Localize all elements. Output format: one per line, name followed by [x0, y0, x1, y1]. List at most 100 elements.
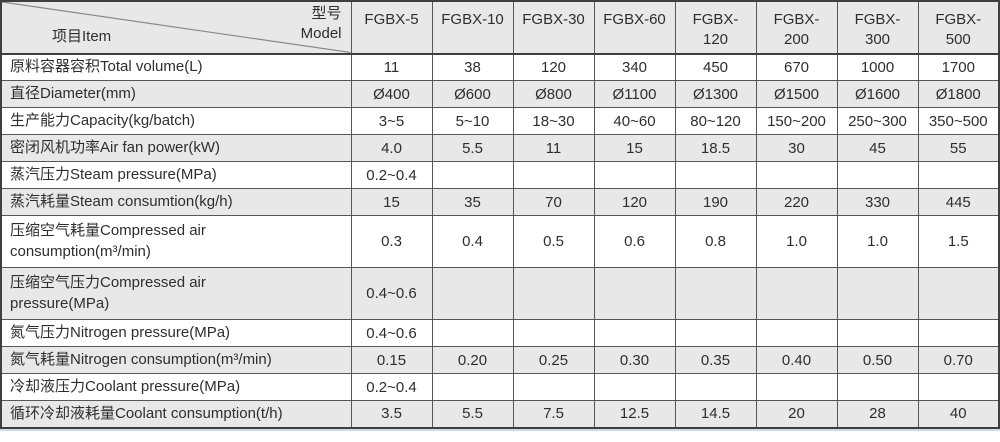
table-row: 密闭风机功率Air fan power(kW) 4.0 5.5 11 15 18.5 30 4… [0, 134, 1000, 162]
value-cell: 0.3 [350, 215, 433, 268]
value-cell [512, 373, 595, 401]
value-cell [512, 267, 595, 320]
value-cell [431, 267, 514, 320]
value-cell: Ø1500 [755, 80, 838, 108]
row-label: 蒸汽压力Steam pressure(MPa) [0, 161, 352, 189]
value-cell [674, 319, 757, 347]
table-row: 氮气耗量Nitrogen consumption(m³/min) 0.15 0.20… [0, 346, 1000, 374]
value-cell: 18~30 [512, 107, 595, 135]
value-cell: 28 [836, 400, 919, 428]
value-cell: 30 [755, 134, 838, 162]
value-cell: Ø1300 [674, 80, 757, 108]
value-cell: 70 [512, 188, 595, 216]
model-header-fgbx-200: FGBX- 200 [755, 0, 838, 55]
value-cell: Ø800 [512, 80, 595, 108]
value-cell: 1000 [836, 53, 919, 81]
table-row: 原料容器容积Total volume(L) 11 38 120 340 450 670 100… [0, 53, 1000, 81]
value-cell: 15 [350, 188, 433, 216]
table-row: 生产能力Capacity(kg/batch) 3~5 5~10 18~30 40~60 8… [0, 107, 1000, 135]
value-cell: 330 [836, 188, 919, 216]
value-cell: 150~200 [755, 107, 838, 135]
value-cell [755, 373, 838, 401]
value-cell [431, 373, 514, 401]
value-cell: 35 [431, 188, 514, 216]
value-cell: 1.0 [836, 215, 919, 268]
row-label: 直径Diameter(mm) [0, 80, 352, 108]
value-cell: 40 [917, 400, 1000, 428]
value-cell: 18.5 [674, 134, 757, 162]
value-cell: 0.40 [755, 346, 838, 374]
value-cell: 0.2~0.4 [350, 373, 433, 401]
value-cell: 0.4 [431, 215, 514, 268]
value-cell: 0.35 [674, 346, 757, 374]
value-cell: 0.2~0.4 [350, 161, 433, 189]
value-cell [836, 319, 919, 347]
value-cell: 450 [674, 53, 757, 81]
value-cell [917, 161, 1000, 189]
value-cell [836, 373, 919, 401]
value-cell [755, 267, 838, 320]
value-cell [674, 161, 757, 189]
table-row: 氮气压力Nitrogen pressure(MPa) 0.4~0.6 [0, 319, 1000, 347]
value-cell: 0.15 [350, 346, 433, 374]
value-cell: 12.5 [593, 400, 676, 428]
table-row: 冷却液压力Coolant pressure(MPa) 0.2~0.4 [0, 373, 1000, 401]
value-cell: 7.5 [512, 400, 595, 428]
value-cell [593, 319, 676, 347]
table-row: 直径Diameter(mm) Ø400 Ø600 Ø800 Ø1100 Ø1300 Ø150… [0, 80, 1000, 108]
corner-model-label-en: Model [300, 25, 342, 42]
value-cell [917, 373, 1000, 401]
value-cell [917, 319, 1000, 347]
value-cell [431, 319, 514, 347]
value-cell [755, 319, 838, 347]
model-header-fgbx-10: FGBX-10 [431, 0, 514, 55]
value-cell [512, 161, 595, 189]
value-cell: 220 [755, 188, 838, 216]
table-row: 压缩空气压力Compressed air pressure(MPa) 0.4~0.6 [0, 267, 1000, 320]
value-cell: 11 [512, 134, 595, 162]
value-cell: Ø1600 [836, 80, 919, 108]
value-cell: 0.4~0.6 [350, 267, 433, 320]
value-cell [593, 373, 676, 401]
value-cell [674, 267, 757, 320]
value-cell [512, 319, 595, 347]
value-cell: Ø600 [431, 80, 514, 108]
value-cell: 0.20 [431, 346, 514, 374]
row-label: 密闭风机功率Air fan power(kW) [0, 134, 352, 162]
row-label: 氮气耗量Nitrogen consumption(m³/min) [0, 346, 352, 374]
row-label: 冷却液压力Coolant pressure(MPa) [0, 373, 352, 401]
value-cell: 0.6 [593, 215, 676, 268]
value-cell: 120 [512, 53, 595, 81]
table-row: 蒸汽压力Steam pressure(MPa) 0.2~0.4 [0, 161, 1000, 189]
value-cell: 0.4~0.6 [350, 319, 433, 347]
bottom-accent-line [0, 428, 1000, 431]
model-header-fgbx-500: FGBX- 500 [917, 0, 1000, 55]
table-row: 压缩空气耗量Compressed air consumption(m³/min) 0… [0, 215, 1000, 268]
value-cell: 38 [431, 53, 514, 81]
header-row: 型号 Model 项目Item FGBX-5 FGBX-10 FGBX-30 FGBX… [0, 0, 1000, 55]
row-label: 生产能力Capacity(kg/batch) [0, 107, 352, 135]
table-row: 循环冷却液耗量Coolant consumption(t/h) 3.5 5.5 7.5… [0, 400, 1000, 428]
value-cell: 0.50 [836, 346, 919, 374]
table-row: 蒸汽耗量Steam consumtion(kg/h) 15 35 70 120 190 22… [0, 188, 1000, 216]
value-cell [593, 267, 676, 320]
value-cell [674, 373, 757, 401]
value-cell: 1700 [917, 53, 1000, 81]
value-cell: 0.70 [917, 346, 1000, 374]
value-cell [917, 267, 1000, 320]
value-cell: 340 [593, 53, 676, 81]
value-cell: 0.8 [674, 215, 757, 268]
value-cell [593, 161, 676, 189]
corner-item-label: 项目Item [52, 28, 112, 45]
value-cell: 14.5 [674, 400, 757, 428]
value-cell: 3~5 [350, 107, 433, 135]
value-cell: 5.5 [431, 400, 514, 428]
corner-model-label-cn: 型号 [311, 5, 342, 22]
value-cell [755, 161, 838, 189]
value-cell: 4.0 [350, 134, 433, 162]
value-cell: 0.30 [593, 346, 676, 374]
value-cell: 0.25 [512, 346, 595, 374]
value-cell: 11 [350, 53, 433, 81]
row-label: 原料容器容积Total volume(L) [0, 53, 352, 81]
